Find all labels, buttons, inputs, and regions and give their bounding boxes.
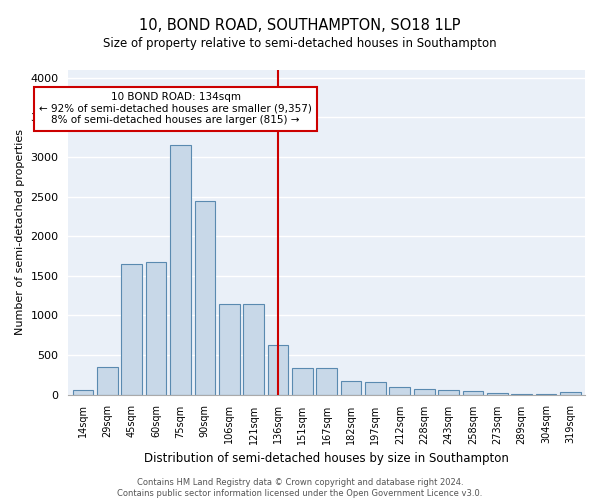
Bar [121, 264, 142, 394]
Bar [463, 391, 483, 394]
Bar [292, 368, 313, 394]
Bar [487, 393, 508, 394]
Text: 10, BOND ROAD, SOUTHAMPTON, SO18 1LP: 10, BOND ROAD, SOUTHAMPTON, SO18 1LP [139, 18, 461, 32]
Bar [170, 145, 191, 394]
Bar [365, 382, 386, 394]
Text: Size of property relative to semi-detached houses in Southampton: Size of property relative to semi-detach… [103, 38, 497, 51]
Bar [268, 344, 289, 395]
X-axis label: Distribution of semi-detached houses by size in Southampton: Distribution of semi-detached houses by … [144, 452, 509, 465]
Bar [97, 367, 118, 394]
Bar [560, 392, 581, 394]
Bar [414, 390, 434, 394]
Bar [194, 200, 215, 394]
Bar [219, 304, 239, 394]
Y-axis label: Number of semi-detached properties: Number of semi-detached properties [15, 130, 25, 336]
Bar [243, 304, 264, 394]
Bar [341, 381, 361, 394]
Bar [316, 368, 337, 394]
Text: Contains HM Land Registry data © Crown copyright and database right 2024.
Contai: Contains HM Land Registry data © Crown c… [118, 478, 482, 498]
Bar [389, 386, 410, 394]
Bar [146, 262, 166, 394]
Bar [73, 390, 94, 394]
Text: 10 BOND ROAD: 134sqm
← 92% of semi-detached houses are smaller (9,357)
8% of sem: 10 BOND ROAD: 134sqm ← 92% of semi-detac… [39, 92, 312, 126]
Bar [438, 390, 459, 394]
